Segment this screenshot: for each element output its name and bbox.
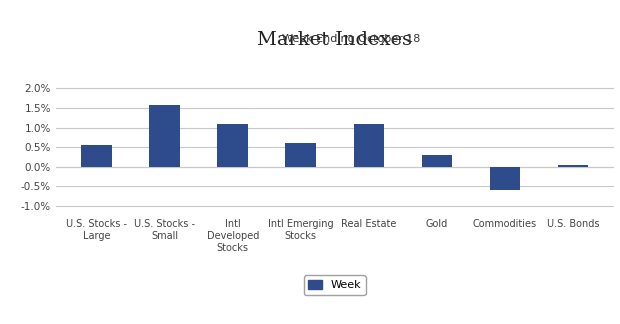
Bar — [149, 105, 180, 167]
Bar — [557, 165, 588, 167]
Bar — [353, 124, 384, 167]
Bar — [490, 167, 520, 190]
Bar — [422, 155, 452, 167]
Bar — [81, 145, 112, 167]
Title: Market Indexes: Market Indexes — [257, 31, 412, 49]
Bar — [285, 143, 316, 167]
Text: Week Ending October 18: Week Ending October 18 — [282, 34, 421, 44]
Legend: Week: Week — [304, 275, 366, 295]
Bar — [218, 124, 248, 167]
